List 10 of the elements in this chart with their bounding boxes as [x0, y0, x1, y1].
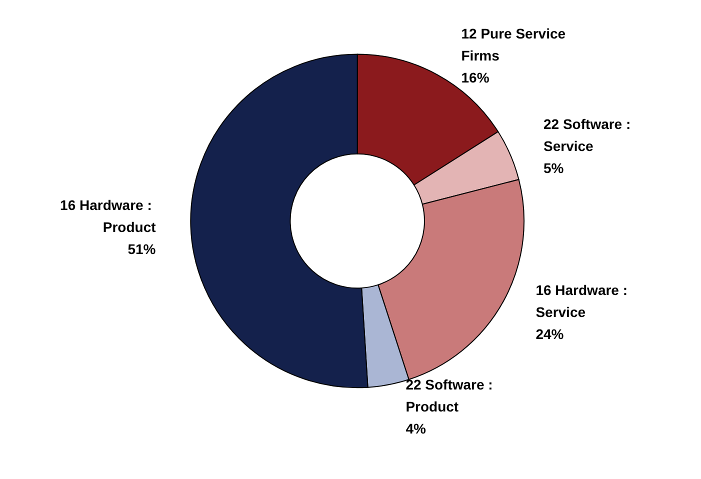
data-label: 51% — [128, 240, 156, 257]
data-label: 4% — [406, 420, 426, 436]
slice-label: 22 Software : Service — [544, 116, 635, 154]
slice-label: 16 Hardware : Product — [60, 196, 156, 235]
slice-label: 12 Pure Service Firms — [461, 26, 570, 64]
data-label: 5% — [544, 160, 564, 176]
slice-label: 22 Software : Product — [406, 376, 497, 414]
data-label: 24% — [536, 326, 564, 342]
data-label: 16% — [461, 70, 490, 86]
slice-label: 16 Hardware : Service — [536, 282, 632, 320]
